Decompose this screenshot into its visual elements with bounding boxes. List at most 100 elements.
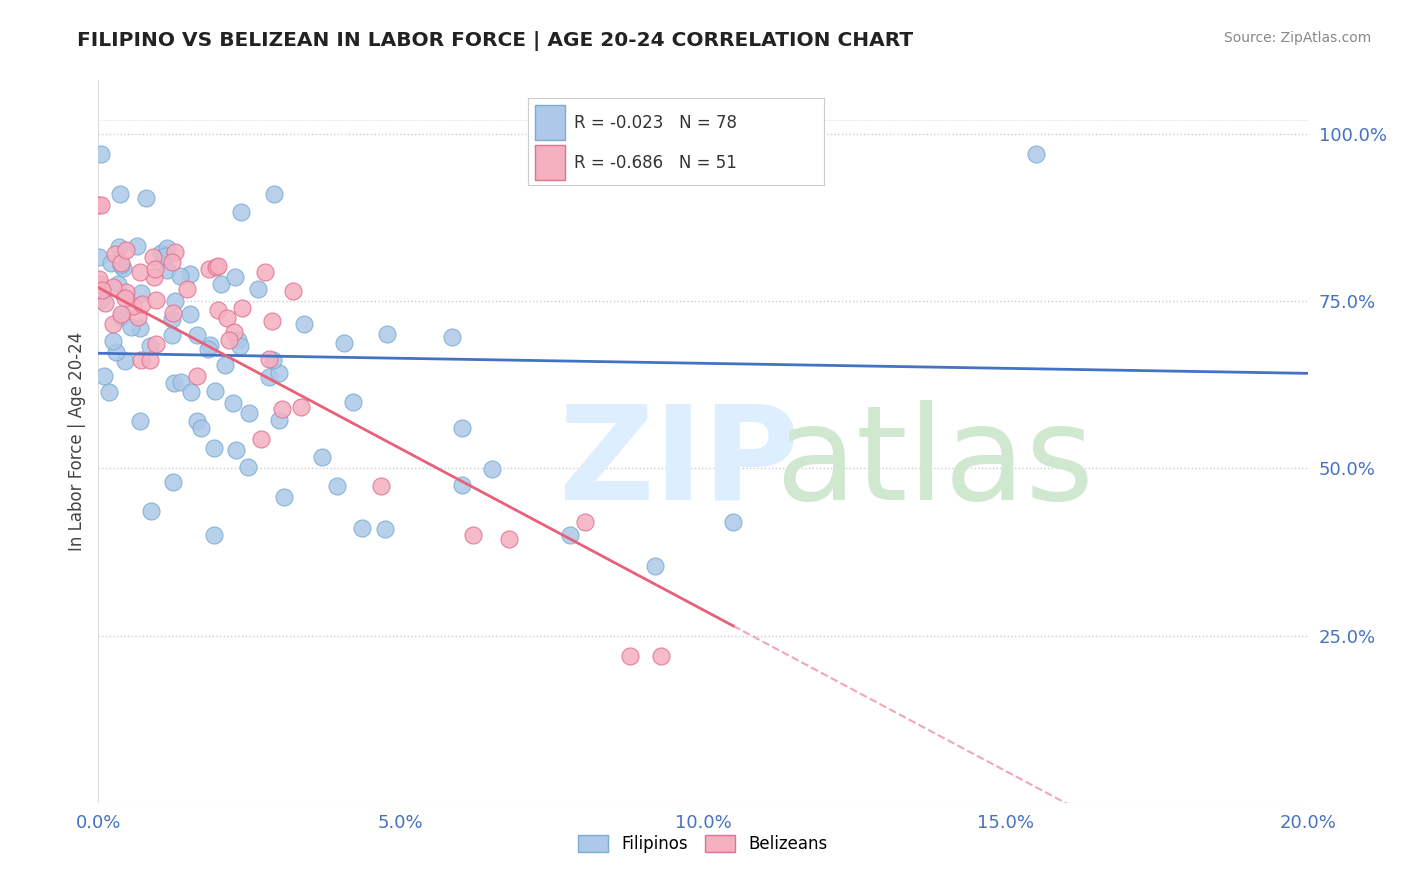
- Point: [290, 401, 312, 415]
- Point: [139, 504, 162, 518]
- Point: [163, 294, 186, 309]
- Point: [249, 432, 271, 446]
- Point: [186, 414, 208, 428]
- Point: [224, 269, 246, 284]
- Point: [145, 293, 167, 307]
- Point: [101, 280, 124, 294]
- Point: [115, 285, 138, 300]
- Point: [105, 345, 128, 359]
- Point: [186, 368, 208, 383]
- Point: [100, 256, 122, 270]
- Point: [350, 521, 373, 535]
- Point: [1024, 147, 1046, 161]
- Point: [104, 247, 127, 261]
- Point: [162, 475, 184, 489]
- Point: [125, 239, 148, 253]
- Point: [127, 310, 149, 325]
- Point: [253, 265, 276, 279]
- Point: [114, 354, 136, 368]
- Point: [481, 462, 503, 476]
- Point: [269, 366, 291, 380]
- Text: Source: ZipAtlas.com: Source: ZipAtlas.com: [1223, 31, 1371, 45]
- Point: [142, 270, 165, 285]
- Point: [90, 293, 112, 308]
- Point: [107, 277, 129, 291]
- Point: [121, 299, 143, 313]
- Point: [451, 477, 474, 491]
- Point: [217, 311, 239, 326]
- Point: [135, 191, 157, 205]
- Point: [311, 450, 333, 465]
- Point: [89, 250, 111, 264]
- Point: [179, 267, 201, 281]
- Point: [333, 335, 356, 350]
- Point: [108, 186, 131, 201]
- Point: [283, 284, 305, 298]
- Point: [375, 326, 398, 341]
- Point: [558, 528, 581, 542]
- Point: [131, 296, 153, 310]
- Point: [262, 314, 284, 328]
- Point: [214, 358, 236, 372]
- Point: [342, 395, 364, 409]
- Point: [574, 515, 596, 529]
- Point: [114, 291, 136, 305]
- Point: [112, 261, 135, 276]
- Point: [450, 421, 472, 435]
- Point: [180, 384, 202, 399]
- Point: [90, 198, 112, 212]
- Point: [228, 333, 250, 347]
- Point: [179, 307, 201, 321]
- Point: [292, 317, 315, 331]
- Y-axis label: In Labor Force | Age 20-24: In Labor Force | Age 20-24: [67, 332, 86, 551]
- Point: [222, 325, 245, 339]
- Point: [186, 328, 208, 343]
- Point: [374, 521, 396, 535]
- Point: [128, 321, 150, 335]
- Point: [162, 306, 184, 320]
- Point: [209, 277, 232, 291]
- Point: [273, 490, 295, 504]
- Point: [139, 339, 162, 353]
- Point: [207, 302, 229, 317]
- Point: [129, 265, 152, 279]
- Point: [150, 245, 173, 260]
- Point: [246, 282, 269, 296]
- Point: [267, 413, 290, 427]
- Point: [110, 307, 132, 321]
- Point: [257, 370, 280, 384]
- Point: [231, 301, 253, 316]
- Point: [89, 277, 111, 291]
- Point: [93, 369, 115, 384]
- Point: [723, 515, 745, 529]
- Point: [229, 204, 252, 219]
- Point: [463, 528, 485, 542]
- Point: [222, 396, 245, 410]
- Point: [156, 263, 179, 277]
- Point: [218, 333, 240, 347]
- Point: [110, 258, 132, 272]
- Point: [225, 442, 247, 457]
- Point: [101, 334, 124, 348]
- Point: [155, 249, 177, 263]
- Text: atlas: atlas: [776, 400, 1094, 526]
- Point: [120, 320, 142, 334]
- Point: [200, 337, 222, 351]
- Point: [204, 384, 226, 398]
- Point: [229, 339, 252, 353]
- Point: [370, 479, 392, 493]
- Point: [101, 317, 124, 331]
- Point: [271, 401, 294, 416]
- Point: [163, 376, 186, 390]
- Point: [619, 648, 641, 663]
- Point: [94, 296, 117, 310]
- Point: [441, 330, 464, 344]
- Point: [143, 262, 166, 277]
- Point: [650, 648, 672, 663]
- Point: [202, 528, 225, 542]
- Point: [190, 421, 212, 435]
- Point: [163, 244, 186, 259]
- Point: [170, 376, 193, 390]
- Point: [176, 282, 198, 296]
- Point: [108, 240, 131, 254]
